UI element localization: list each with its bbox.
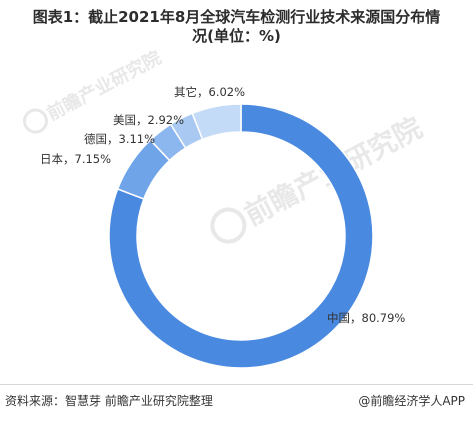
source-note: 资料来源：智慧芽 前瞻产业研究院整理 bbox=[5, 394, 213, 408]
slice-label-4: 美国，2.92% bbox=[113, 113, 184, 127]
slice-1 bbox=[108, 103, 374, 369]
slice-5 bbox=[191, 103, 242, 141]
slice-labels: 中国，80.79% 日本，7.15% 德国，3.11% 美国，2.92% 其它，6.02… bbox=[40, 85, 405, 325]
chart-title-line-1: 图表1：截止2021年8月全球汽车检测行业技术来源国分布情 bbox=[32, 8, 441, 26]
slice-label-3: 德国，3.11% bbox=[84, 132, 155, 146]
slice-label-1: 中国，80.79% bbox=[327, 311, 405, 325]
brand-credit: @前瞻经济学人APP bbox=[358, 394, 465, 408]
slice-label-5: 其它，6.02% bbox=[174, 85, 245, 99]
slice-label-2: 日本，7.15% bbox=[40, 152, 111, 166]
footer-divider bbox=[0, 384, 473, 385]
chart-title-line-2: 况(单位：%) bbox=[192, 27, 281, 45]
donut-slices bbox=[108, 103, 374, 369]
chart-title: 图表1：截止2021年8月全球汽车检测行业技术来源国分布情 况(单位：%) bbox=[0, 8, 473, 46]
